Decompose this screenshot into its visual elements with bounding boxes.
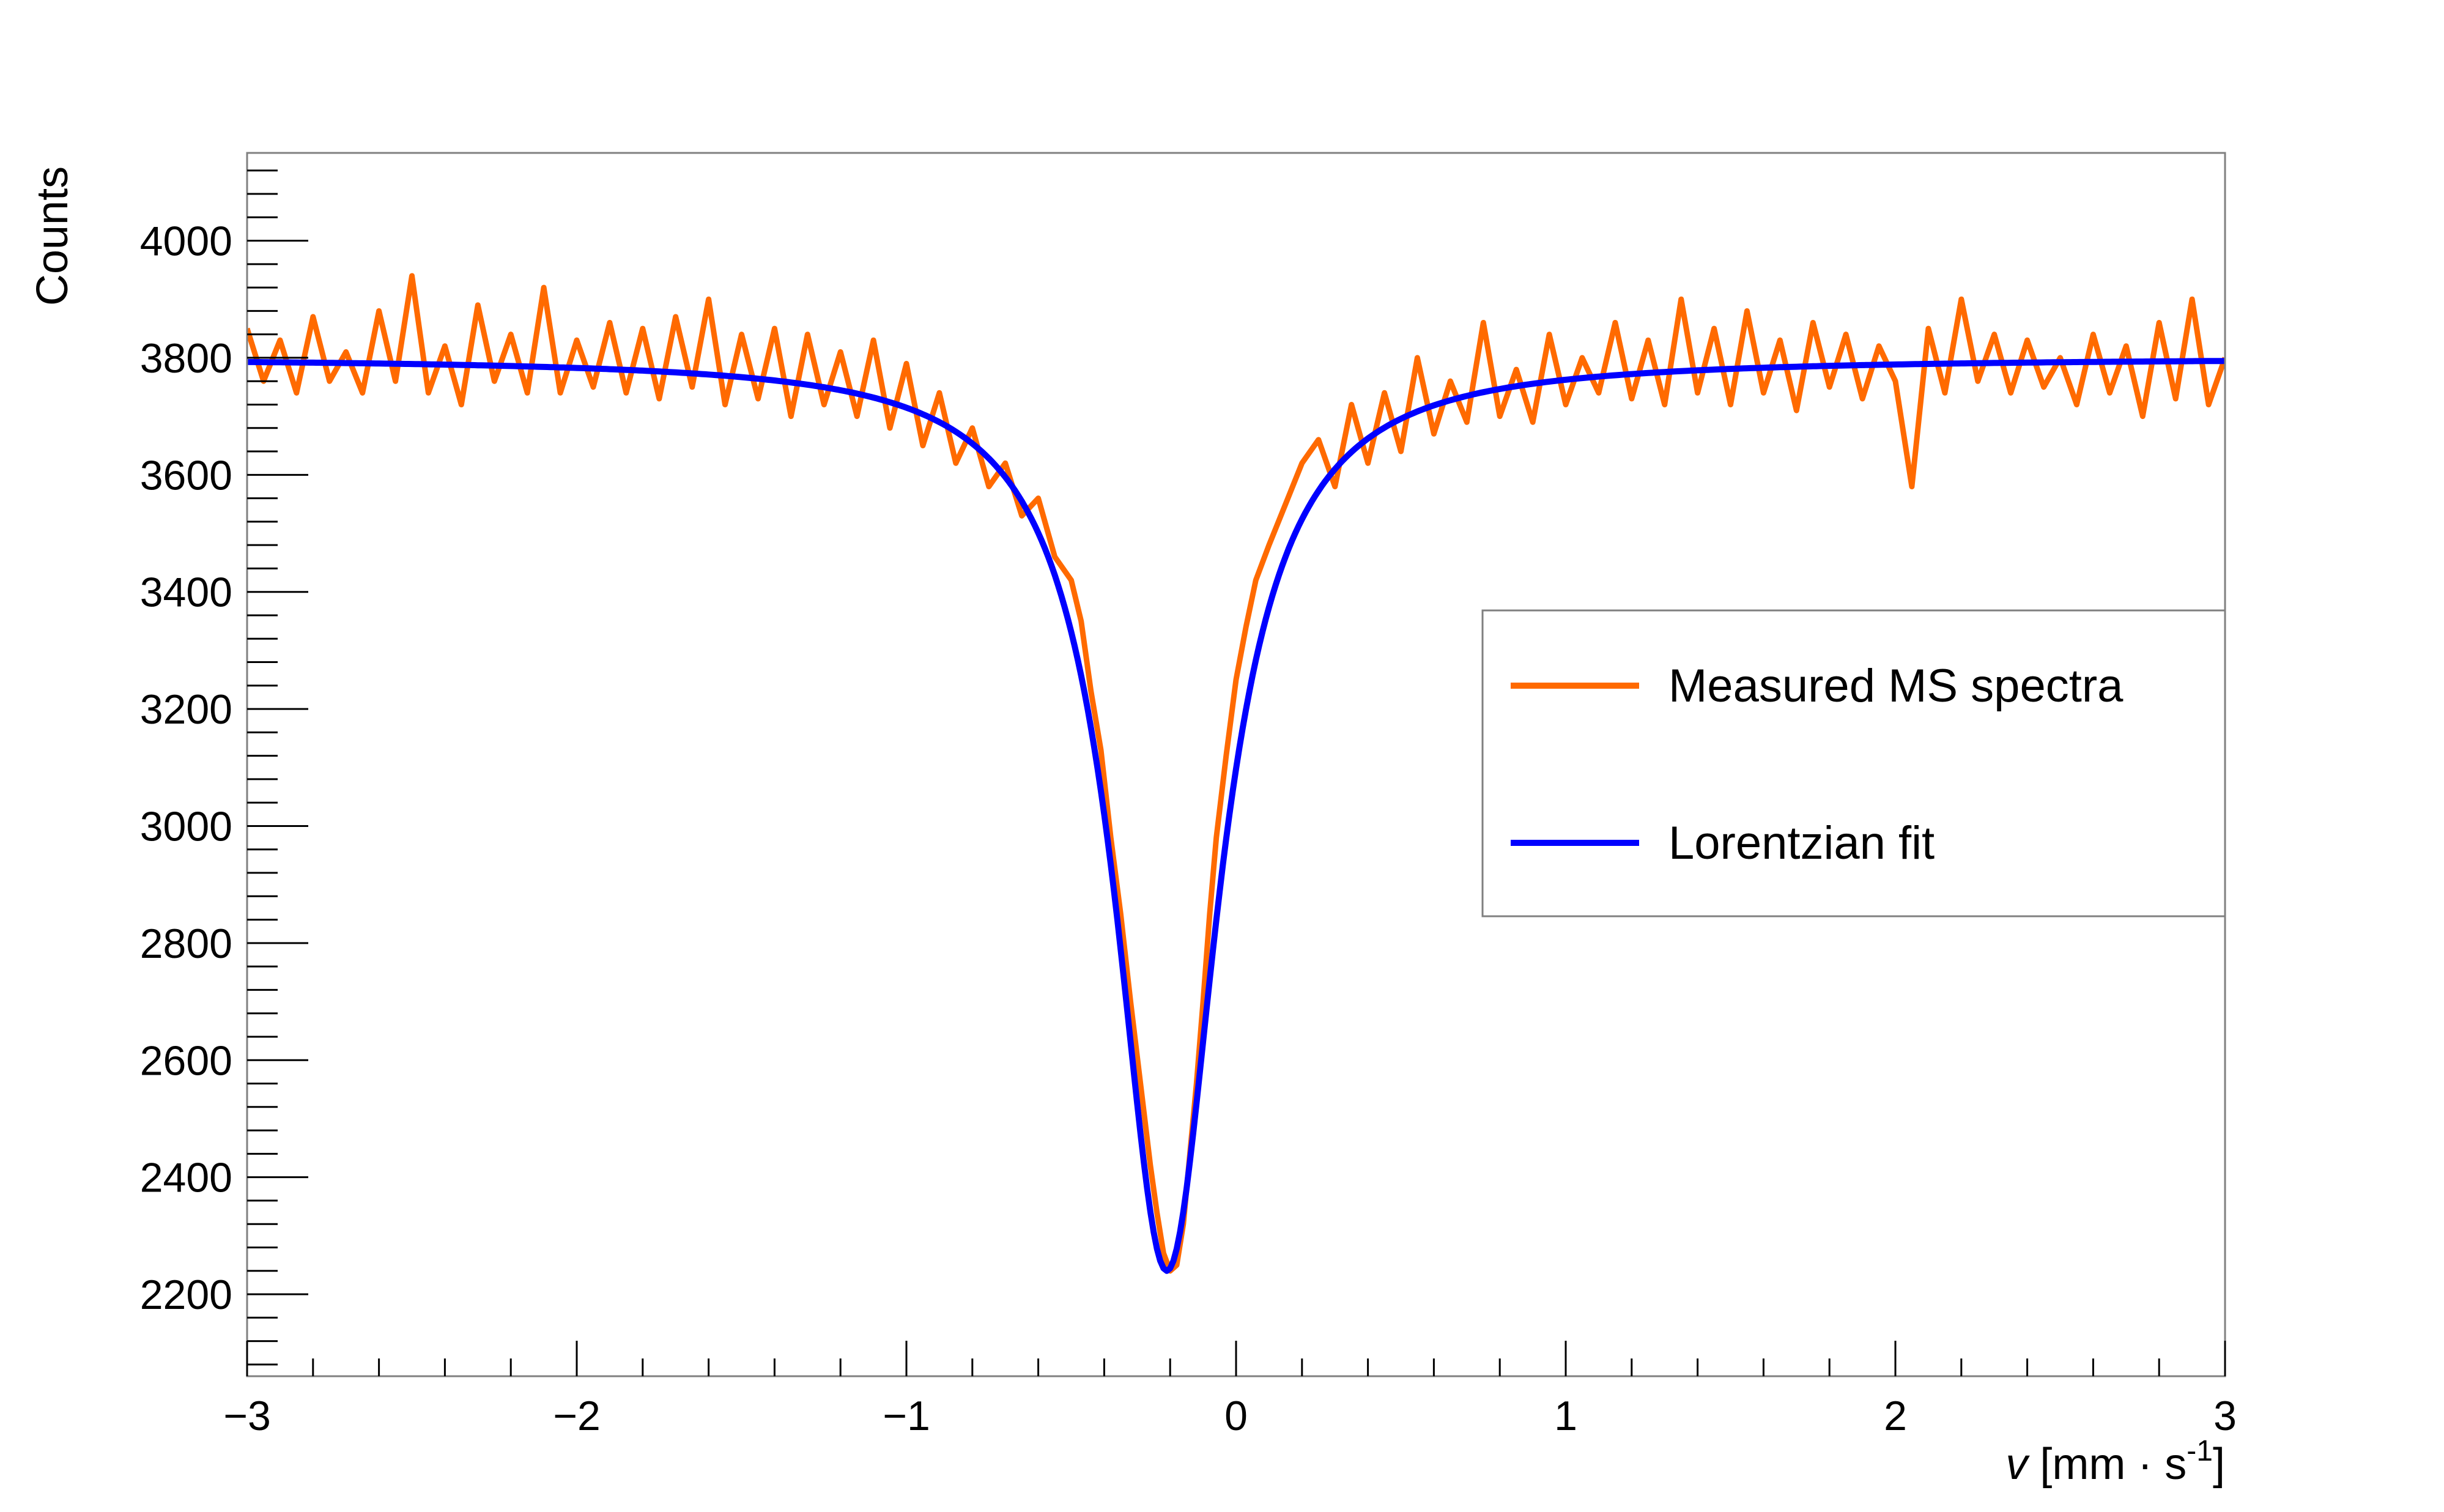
series-lorentzian-fit <box>247 358 2225 1274</box>
x-tick-label: −2 <box>553 1393 601 1439</box>
legend-box <box>1481 609 2226 917</box>
x-axis-title: v [mm · s-1] <box>2005 1435 2225 1489</box>
y-tick-label: 2200 <box>140 1272 232 1318</box>
series-measured-ms-spectra <box>247 273 2225 1274</box>
legend-label-measured: Measured MS spectra <box>1668 660 2124 712</box>
x-tick-label: 0 <box>1224 1393 1248 1439</box>
y-tick-label: 3800 <box>140 335 232 382</box>
x-axis-unit-close: ] <box>2213 1440 2225 1489</box>
legend-label-fit: Lorentzian fit <box>1668 817 1935 869</box>
y-tick-label: 3000 <box>140 803 232 850</box>
x-axis-unit: [mm · s <box>2027 1440 2187 1489</box>
y-tick-label: 3200 <box>140 686 232 733</box>
legend: Measured MS spectra Lorentzian fit <box>1481 609 2226 917</box>
y-axis-title: Counts <box>28 166 77 306</box>
x-tick-label: 3 <box>2213 1393 2237 1439</box>
y-tick-label: 3400 <box>140 569 232 616</box>
x-tick-label: −1 <box>883 1393 930 1439</box>
y-axis: 2200 2400 2600 2800 3000 3200 3400 3600 3800 4000 <box>140 169 308 1366</box>
y-tick-label: 2600 <box>140 1037 232 1084</box>
x-tick-label: −3 <box>223 1393 271 1439</box>
y-tick-label: 3600 <box>140 452 232 498</box>
x-axis: −3 −2 −1 0 1 2 3 <box>223 1341 2237 1439</box>
x-tick-label: 2 <box>1884 1393 1907 1439</box>
x-tick-label: 1 <box>1554 1393 1577 1439</box>
x-axis-unit-exponent: -1 <box>2187 1435 2213 1467</box>
x-axis-variable: v <box>2005 1440 2030 1489</box>
y-tick-label: 2800 <box>140 921 232 967</box>
y-tick-label: 4000 <box>140 218 232 265</box>
y-tick-label: 2400 <box>140 1155 232 1201</box>
